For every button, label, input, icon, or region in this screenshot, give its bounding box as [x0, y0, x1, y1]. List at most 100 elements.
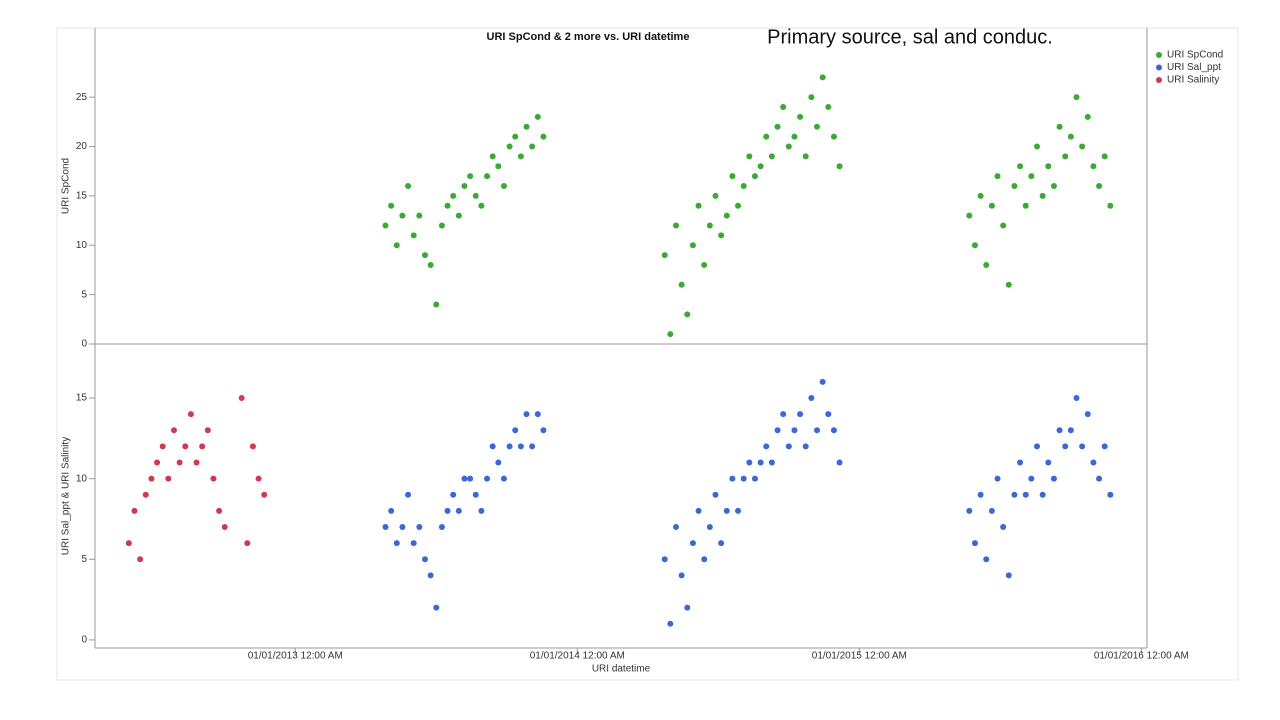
- data-point: [405, 491, 412, 498]
- data-point: [780, 104, 787, 110]
- data-point: [797, 113, 804, 120]
- chart-title: URI SpCond & 2 more vs. URI datetime: [487, 31, 690, 43]
- data-point: [808, 395, 815, 402]
- data-point: [1034, 143, 1041, 150]
- data-point: [393, 540, 400, 547]
- data-point: [718, 540, 725, 547]
- data-point: [159, 443, 166, 450]
- data-point: [723, 507, 730, 514]
- data-point: [388, 507, 395, 514]
- data-point: [825, 104, 832, 110]
- legend-label: URI SpCond: [1167, 50, 1223, 61]
- data-point: [763, 443, 770, 450]
- data-point: [988, 507, 995, 514]
- y-tick-label: 0: [81, 635, 87, 646]
- data-point: [1084, 113, 1091, 120]
- data-point: [455, 212, 462, 219]
- data-point: [785, 143, 792, 150]
- data-point: [484, 475, 491, 482]
- data-point: [427, 572, 434, 579]
- data-point: [433, 604, 440, 611]
- data-point: [768, 459, 775, 466]
- data-point: [495, 459, 502, 466]
- data-point: [467, 475, 474, 482]
- data-point: [529, 143, 536, 150]
- data-point: [1000, 222, 1007, 229]
- data-point: [774, 427, 781, 434]
- data-point: [461, 183, 468, 189]
- data-point: [1034, 443, 1041, 450]
- data-point: [529, 443, 536, 450]
- data-point: [977, 491, 984, 498]
- data-point: [1073, 94, 1080, 101]
- data-point: [1067, 133, 1074, 140]
- data-point: [684, 311, 691, 318]
- data-point: [971, 540, 978, 547]
- data-point: [249, 443, 256, 450]
- data-point: [802, 443, 809, 450]
- data-point: [1067, 427, 1074, 434]
- data-point: [170, 427, 177, 434]
- data-point: [534, 411, 541, 418]
- data-point: [500, 475, 507, 482]
- data-point: [966, 507, 973, 514]
- y-tick-label: 10: [76, 473, 88, 484]
- data-point: [421, 252, 428, 259]
- data-point: [689, 242, 696, 249]
- data-point: [467, 173, 474, 180]
- data-point: [399, 212, 406, 219]
- y-tick-label: 10: [76, 240, 88, 251]
- data-point: [718, 232, 725, 239]
- y-tick-label: 5: [81, 289, 87, 300]
- data-point: [830, 427, 837, 434]
- data-point: [802, 153, 809, 160]
- legend-label: URI Sal_ppt: [1167, 62, 1221, 73]
- data-point: [506, 143, 513, 150]
- data-point: [780, 411, 787, 418]
- data-point: [836, 163, 843, 170]
- data-point: [763, 133, 770, 140]
- data-point: [1000, 524, 1007, 531]
- data-point: [489, 153, 496, 160]
- data-point: [678, 572, 685, 579]
- data-point: [740, 183, 747, 189]
- data-point: [712, 491, 719, 498]
- data-point: [1017, 459, 1024, 466]
- y-axis-label: URI Sal_ppt & URI Salinity: [61, 437, 72, 555]
- data-point: [814, 427, 821, 434]
- data-point: [433, 301, 440, 308]
- data-point: [382, 222, 389, 229]
- data-point: [495, 163, 502, 170]
- data-point: [723, 212, 730, 219]
- data-point: [1045, 163, 1052, 170]
- data-point: [1090, 459, 1097, 466]
- data-point: [751, 475, 758, 482]
- x-tick-label: 01/01/2014 12:00 AM: [530, 651, 625, 662]
- data-point: [1039, 192, 1046, 199]
- data-point: [154, 459, 161, 466]
- data-point: [461, 475, 468, 482]
- data-point: [1050, 183, 1057, 189]
- data-point: [701, 262, 708, 268]
- data-point: [410, 540, 417, 547]
- data-point: [808, 94, 815, 101]
- data-point: [689, 540, 696, 547]
- data-point: [661, 556, 668, 563]
- data-point: [746, 459, 753, 466]
- data-point: [399, 524, 406, 531]
- data-point: [393, 242, 400, 249]
- data-point: [221, 524, 228, 531]
- legend-marker: [1156, 52, 1162, 58]
- data-point: [472, 192, 479, 199]
- data-point: [478, 202, 485, 209]
- legend-label: URI Salinity: [1167, 75, 1219, 86]
- data-point: [523, 123, 530, 130]
- data-point: [830, 133, 837, 140]
- data-point: [712, 192, 719, 199]
- data-point: [540, 427, 547, 434]
- data-point: [176, 459, 183, 466]
- chart-frame: [56, 27, 1239, 681]
- data-point: [478, 507, 485, 514]
- data-point: [244, 540, 251, 547]
